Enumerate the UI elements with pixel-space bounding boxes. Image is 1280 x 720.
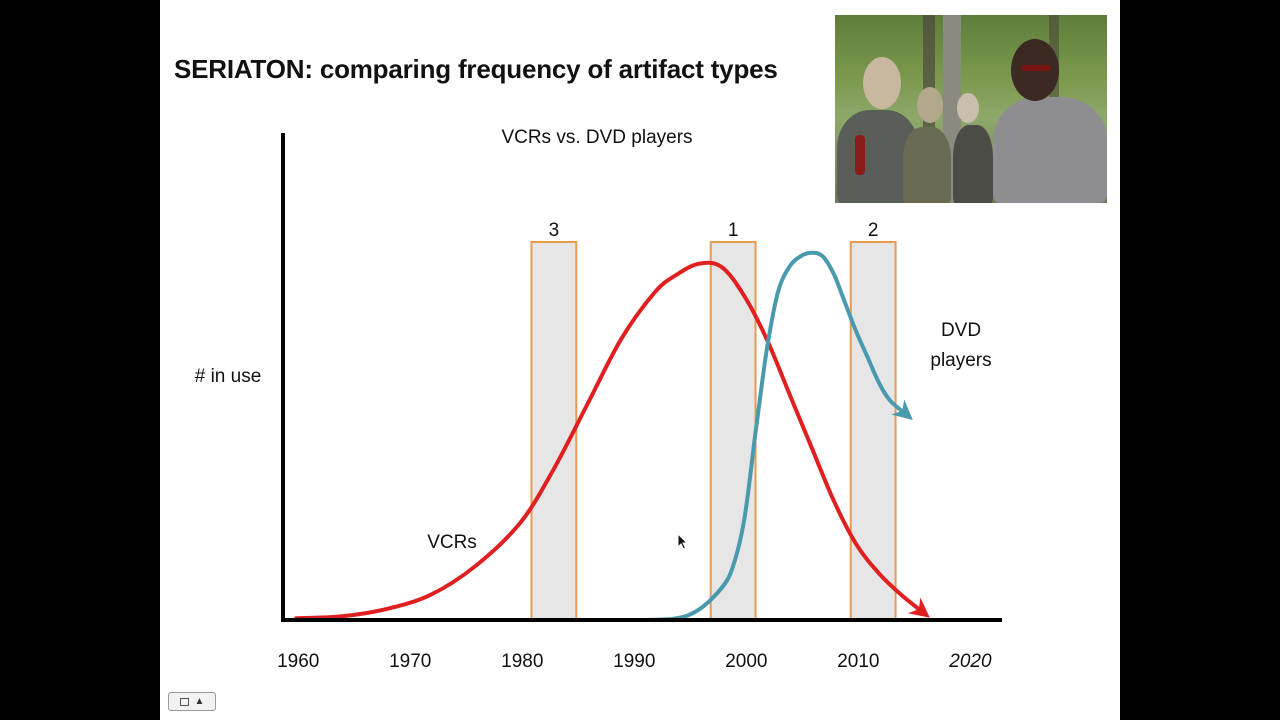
band-label-1: 1: [728, 220, 739, 241]
highlight-band-2: [849, 241, 897, 621]
series-label-dvd-line2: players: [930, 350, 991, 371]
y-axis-label: # in use: [195, 366, 262, 387]
x-tick-label-2010: 2010: [837, 651, 879, 672]
band-label-2: 2: [868, 220, 879, 241]
chart-title: VCRs vs. DVD players: [501, 127, 692, 148]
slide: SERIATON: comparing frequency of artifac…: [160, 0, 1120, 720]
x-tick-label-1970: 1970: [389, 651, 431, 672]
series-label-vcrs: VCRs: [427, 532, 477, 553]
up-arrow-icon: ▲: [194, 696, 205, 707]
mouse-pointer-icon: [677, 533, 689, 550]
series-line-vcrs: [294, 260, 930, 621]
slide-title: SERIATON: comparing frequency of artifac…: [174, 54, 778, 84]
x-tick-label-1980: 1980: [501, 651, 543, 672]
slide-nav-button[interactable]: ▲: [168, 692, 216, 711]
series-label-dvd-line1: DVD: [941, 320, 981, 341]
zombies-photo: [835, 15, 1107, 203]
x-tick-label-1990: 1990: [613, 651, 655, 672]
highlight-band-3: [530, 241, 578, 621]
x-tick-label-1960: 1960: [277, 651, 319, 672]
chart: 3 1 2 1960 1970 1980 1990 2000 2010 2020 VCRs vs…: [195, 127, 1002, 672]
band-label-3: 3: [549, 220, 560, 241]
slide-nav-icon: [179, 697, 189, 706]
series-line-dvd-players: [641, 250, 913, 622]
x-tick-label-2020: 2020: [948, 651, 992, 672]
x-tick-label-2000: 2000: [725, 651, 767, 672]
